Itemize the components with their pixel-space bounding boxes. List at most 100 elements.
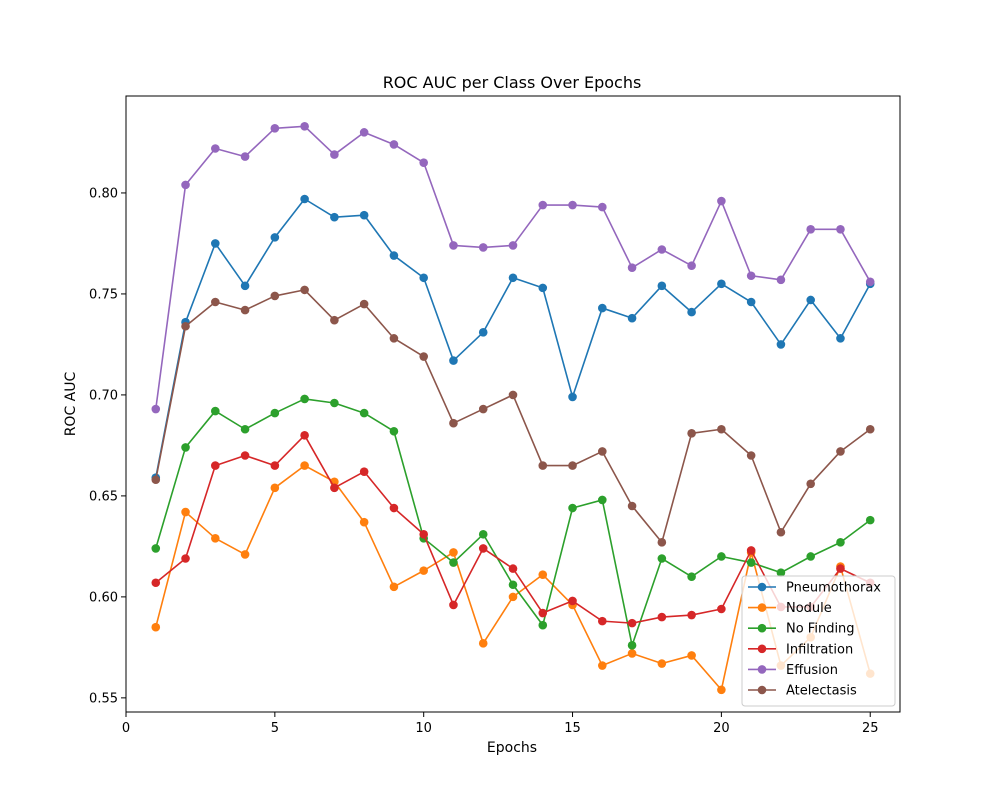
data-point-no-finding bbox=[598, 495, 607, 505]
data-point-pneumothorax bbox=[538, 283, 548, 293]
data-point-pneumothorax bbox=[806, 295, 815, 305]
data-point-nodule bbox=[389, 582, 399, 592]
data-point-effusion bbox=[359, 128, 369, 137]
data-point-atelectasis bbox=[836, 447, 845, 456]
data-point-effusion bbox=[240, 152, 250, 161]
data-point-no-finding bbox=[627, 641, 637, 650]
data-point-pneumothorax bbox=[330, 212, 339, 222]
data-point-infiltration bbox=[627, 618, 637, 628]
legend-marker bbox=[757, 623, 767, 633]
data-point-atelectasis bbox=[449, 418, 458, 428]
data-point-effusion bbox=[181, 180, 190, 190]
legend-label: No Finding bbox=[786, 622, 855, 637]
legend: Pneumothorax Nodule No Finding Infiltration… bbox=[741, 575, 896, 707]
data-point-no-finding bbox=[806, 552, 815, 561]
series-atelectasis bbox=[151, 285, 875, 547]
legend-label: Effusion bbox=[786, 663, 838, 678]
data-point-effusion bbox=[687, 261, 696, 270]
data-point-effusion bbox=[389, 140, 399, 149]
y-axis-ticks: 0.55 0.60 0.65 0.70 0.75 0.80 bbox=[89, 186, 126, 706]
series-no-finding bbox=[151, 394, 875, 650]
data-point-nodule bbox=[300, 461, 309, 470]
data-point-infiltration bbox=[717, 604, 726, 614]
x-tick-label: 15 bbox=[564, 721, 581, 736]
data-point-effusion bbox=[151, 404, 161, 414]
data-point-no-finding bbox=[657, 554, 667, 563]
data-point-pneumothorax bbox=[746, 297, 756, 307]
x-axis-label: Epochs bbox=[487, 740, 537, 756]
data-point-atelectasis bbox=[538, 461, 548, 470]
data-point-no-finding bbox=[300, 394, 309, 404]
data-point-pneumothorax bbox=[627, 313, 637, 323]
data-point-no-finding bbox=[211, 406, 220, 416]
data-point-pneumothorax bbox=[717, 279, 726, 289]
legend-label: Nodule bbox=[786, 601, 832, 616]
data-point-effusion bbox=[806, 224, 815, 234]
data-point-nodule bbox=[717, 685, 726, 695]
data-point-nodule bbox=[181, 507, 190, 517]
data-point-infiltration bbox=[211, 461, 220, 470]
legend-item-atelectasis: Atelectasis bbox=[748, 684, 857, 699]
data-point-pneumothorax bbox=[389, 251, 399, 260]
data-point-no-finding bbox=[508, 580, 518, 590]
legend-item-effusion: Effusion bbox=[748, 663, 838, 678]
legend-marker bbox=[757, 665, 767, 674]
data-point-nodule bbox=[508, 592, 518, 602]
data-point-atelectasis bbox=[865, 424, 875, 434]
data-point-no-finding bbox=[181, 443, 190, 452]
data-point-infiltration bbox=[389, 503, 399, 513]
data-point-no-finding bbox=[478, 529, 488, 539]
data-point-effusion bbox=[865, 277, 875, 287]
data-point-no-finding bbox=[449, 558, 458, 567]
data-point-pneumothorax bbox=[687, 307, 696, 317]
data-point-infiltration bbox=[478, 544, 488, 553]
data-point-no-finding bbox=[359, 408, 369, 418]
data-point-no-finding bbox=[687, 572, 696, 581]
legend-item-no-finding: No Finding bbox=[748, 622, 855, 637]
data-point-no-finding bbox=[717, 552, 726, 561]
legend-marker bbox=[757, 644, 767, 654]
data-point-infiltration bbox=[568, 596, 577, 606]
data-point-effusion bbox=[330, 150, 339, 159]
data-point-effusion bbox=[211, 144, 220, 153]
data-point-nodule bbox=[478, 639, 488, 648]
data-point-nodule bbox=[211, 534, 220, 543]
data-point-effusion bbox=[538, 200, 548, 210]
x-tick-label: 10 bbox=[415, 721, 432, 736]
data-point-effusion bbox=[836, 224, 845, 234]
data-point-infiltration bbox=[359, 467, 369, 476]
data-point-effusion bbox=[508, 241, 518, 250]
data-point-infiltration bbox=[330, 483, 339, 493]
data-point-pneumothorax bbox=[568, 392, 577, 402]
data-point-pneumothorax bbox=[300, 194, 309, 204]
data-point-effusion bbox=[449, 241, 458, 250]
y-tick-label: 0.65 bbox=[89, 489, 118, 504]
data-point-no-finding bbox=[836, 538, 845, 547]
data-point-pneumothorax bbox=[598, 303, 607, 313]
data-point-effusion bbox=[419, 158, 428, 167]
data-point-pneumothorax bbox=[359, 210, 369, 220]
x-axis-ticks: 0 5 10 15 20 25 bbox=[122, 712, 879, 736]
data-point-atelectasis bbox=[330, 315, 339, 325]
data-point-no-finding bbox=[151, 544, 161, 553]
series-effusion bbox=[151, 121, 875, 414]
series-line-atelectasis bbox=[154, 289, 871, 544]
x-tick-label: 0 bbox=[122, 721, 130, 736]
data-point-infiltration bbox=[508, 564, 518, 573]
data-point-pneumothorax bbox=[419, 273, 428, 283]
data-point-effusion bbox=[598, 202, 607, 212]
data-point-infiltration bbox=[240, 451, 250, 460]
data-point-pneumothorax bbox=[478, 328, 488, 337]
data-point-nodule bbox=[598, 661, 607, 670]
data-point-infiltration bbox=[598, 616, 607, 626]
legend-marker bbox=[757, 582, 767, 592]
legend-box bbox=[741, 575, 896, 707]
data-point-no-finding bbox=[865, 515, 875, 525]
data-point-effusion bbox=[717, 196, 726, 206]
data-point-infiltration bbox=[687, 610, 696, 620]
data-point-nodule bbox=[627, 649, 637, 658]
legend-item-nodule: Nodule bbox=[748, 601, 832, 616]
data-point-atelectasis bbox=[746, 451, 756, 460]
data-point-effusion bbox=[776, 275, 786, 285]
